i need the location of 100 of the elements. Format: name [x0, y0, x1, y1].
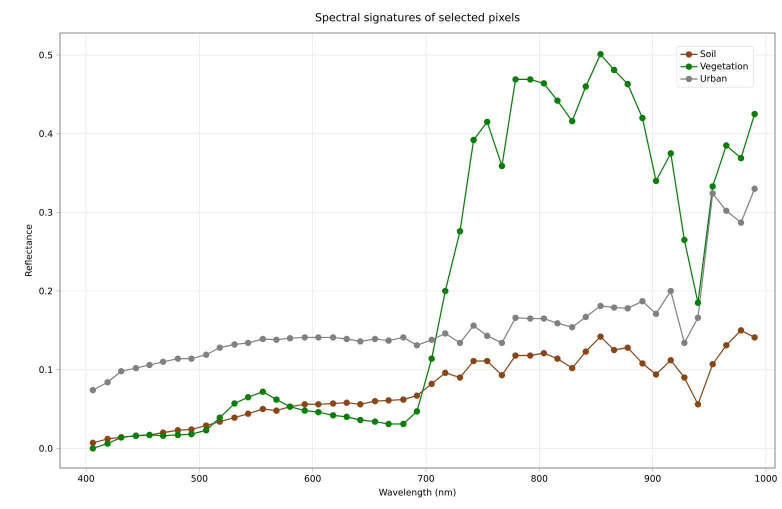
- x-tick-label: 600: [304, 475, 321, 482]
- point: [188, 430, 195, 438]
- point: [738, 219, 744, 226]
- point: [372, 336, 378, 342]
- point: [512, 76, 519, 83]
- point: [639, 298, 646, 304]
- point: [527, 352, 534, 359]
- point: [597, 333, 604, 340]
- point: [372, 418, 378, 425]
- point: [244, 340, 252, 346]
- x-tick-label: 900: [644, 475, 661, 482]
- point: [456, 228, 464, 234]
- point: [385, 397, 392, 404]
- y-tick-label: 0.3: [39, 208, 52, 216]
- point: [385, 420, 392, 428]
- point: [610, 346, 618, 354]
- x-tick-label: 400: [78, 475, 94, 482]
- x-axis-title: Wavelength (nm): [379, 488, 456, 498]
- legend-label: Urban: [700, 74, 726, 82]
- point: [302, 407, 308, 414]
- point: [738, 327, 744, 334]
- point: [554, 320, 561, 326]
- point: [174, 355, 182, 362]
- chart-title: Spectral signatures of selected pixels: [316, 12, 520, 24]
- point: [90, 440, 96, 446]
- point: [273, 407, 280, 414]
- point: [652, 371, 660, 378]
- point: [343, 336, 350, 342]
- point: [681, 236, 688, 244]
- point: [694, 401, 702, 408]
- point: [470, 358, 477, 364]
- point: [668, 288, 674, 294]
- point: [330, 412, 336, 418]
- point: [527, 315, 534, 322]
- point: [652, 310, 660, 318]
- point: [315, 401, 322, 408]
- point: [738, 154, 744, 162]
- point: [624, 80, 631, 88]
- point: [414, 392, 420, 399]
- point: [624, 305, 631, 312]
- point: [400, 420, 407, 428]
- point: [568, 364, 576, 372]
- point: [260, 336, 266, 342]
- point: [498, 372, 506, 378]
- point: [681, 374, 688, 381]
- point: [568, 118, 576, 124]
- point: [512, 314, 519, 321]
- point: [260, 406, 266, 412]
- point: [540, 350, 548, 356]
- point: [527, 76, 534, 83]
- point: [118, 368, 124, 374]
- point: [498, 340, 506, 346]
- x-tick-label: 500: [192, 475, 208, 482]
- point: [498, 162, 506, 170]
- point: [231, 341, 238, 348]
- point: [694, 314, 702, 321]
- point: [582, 83, 589, 90]
- point: [174, 432, 182, 438]
- y-axis-title: Reflectance: [24, 224, 32, 276]
- point: [385, 337, 392, 344]
- point: [260, 388, 266, 395]
- point: [343, 400, 350, 406]
- point: [442, 330, 448, 337]
- point: [639, 114, 646, 122]
- point: [414, 408, 420, 415]
- point: [710, 190, 716, 197]
- point: [582, 348, 589, 355]
- point: [330, 400, 336, 407]
- point: [723, 142, 730, 149]
- legend-label: Vegetation: [700, 62, 748, 72]
- point: [610, 66, 618, 74]
- point: [302, 401, 308, 408]
- point: [357, 338, 364, 345]
- point: [273, 336, 280, 343]
- point: [470, 322, 477, 329]
- point: [330, 334, 336, 341]
- point: [104, 440, 111, 447]
- x-tick-label: 1000: [756, 475, 777, 482]
- point: [216, 344, 223, 351]
- point: [597, 51, 604, 58]
- point: [568, 324, 576, 330]
- point: [456, 340, 464, 346]
- point: [512, 352, 519, 359]
- point: [582, 314, 589, 320]
- point: [554, 355, 561, 362]
- point: [302, 334, 308, 341]
- point: [639, 360, 646, 367]
- point: [484, 332, 490, 340]
- y-tick-label: 0.0: [39, 444, 52, 452]
- point: [540, 80, 548, 87]
- point: [216, 414, 223, 421]
- point: [668, 357, 674, 364]
- point: [231, 400, 238, 407]
- y-tick-label: 0.1: [39, 366, 52, 374]
- point: [400, 334, 407, 341]
- point: [244, 394, 252, 400]
- point: [554, 97, 561, 104]
- point: [751, 110, 758, 118]
- point: [442, 288, 448, 294]
- point: [428, 380, 435, 388]
